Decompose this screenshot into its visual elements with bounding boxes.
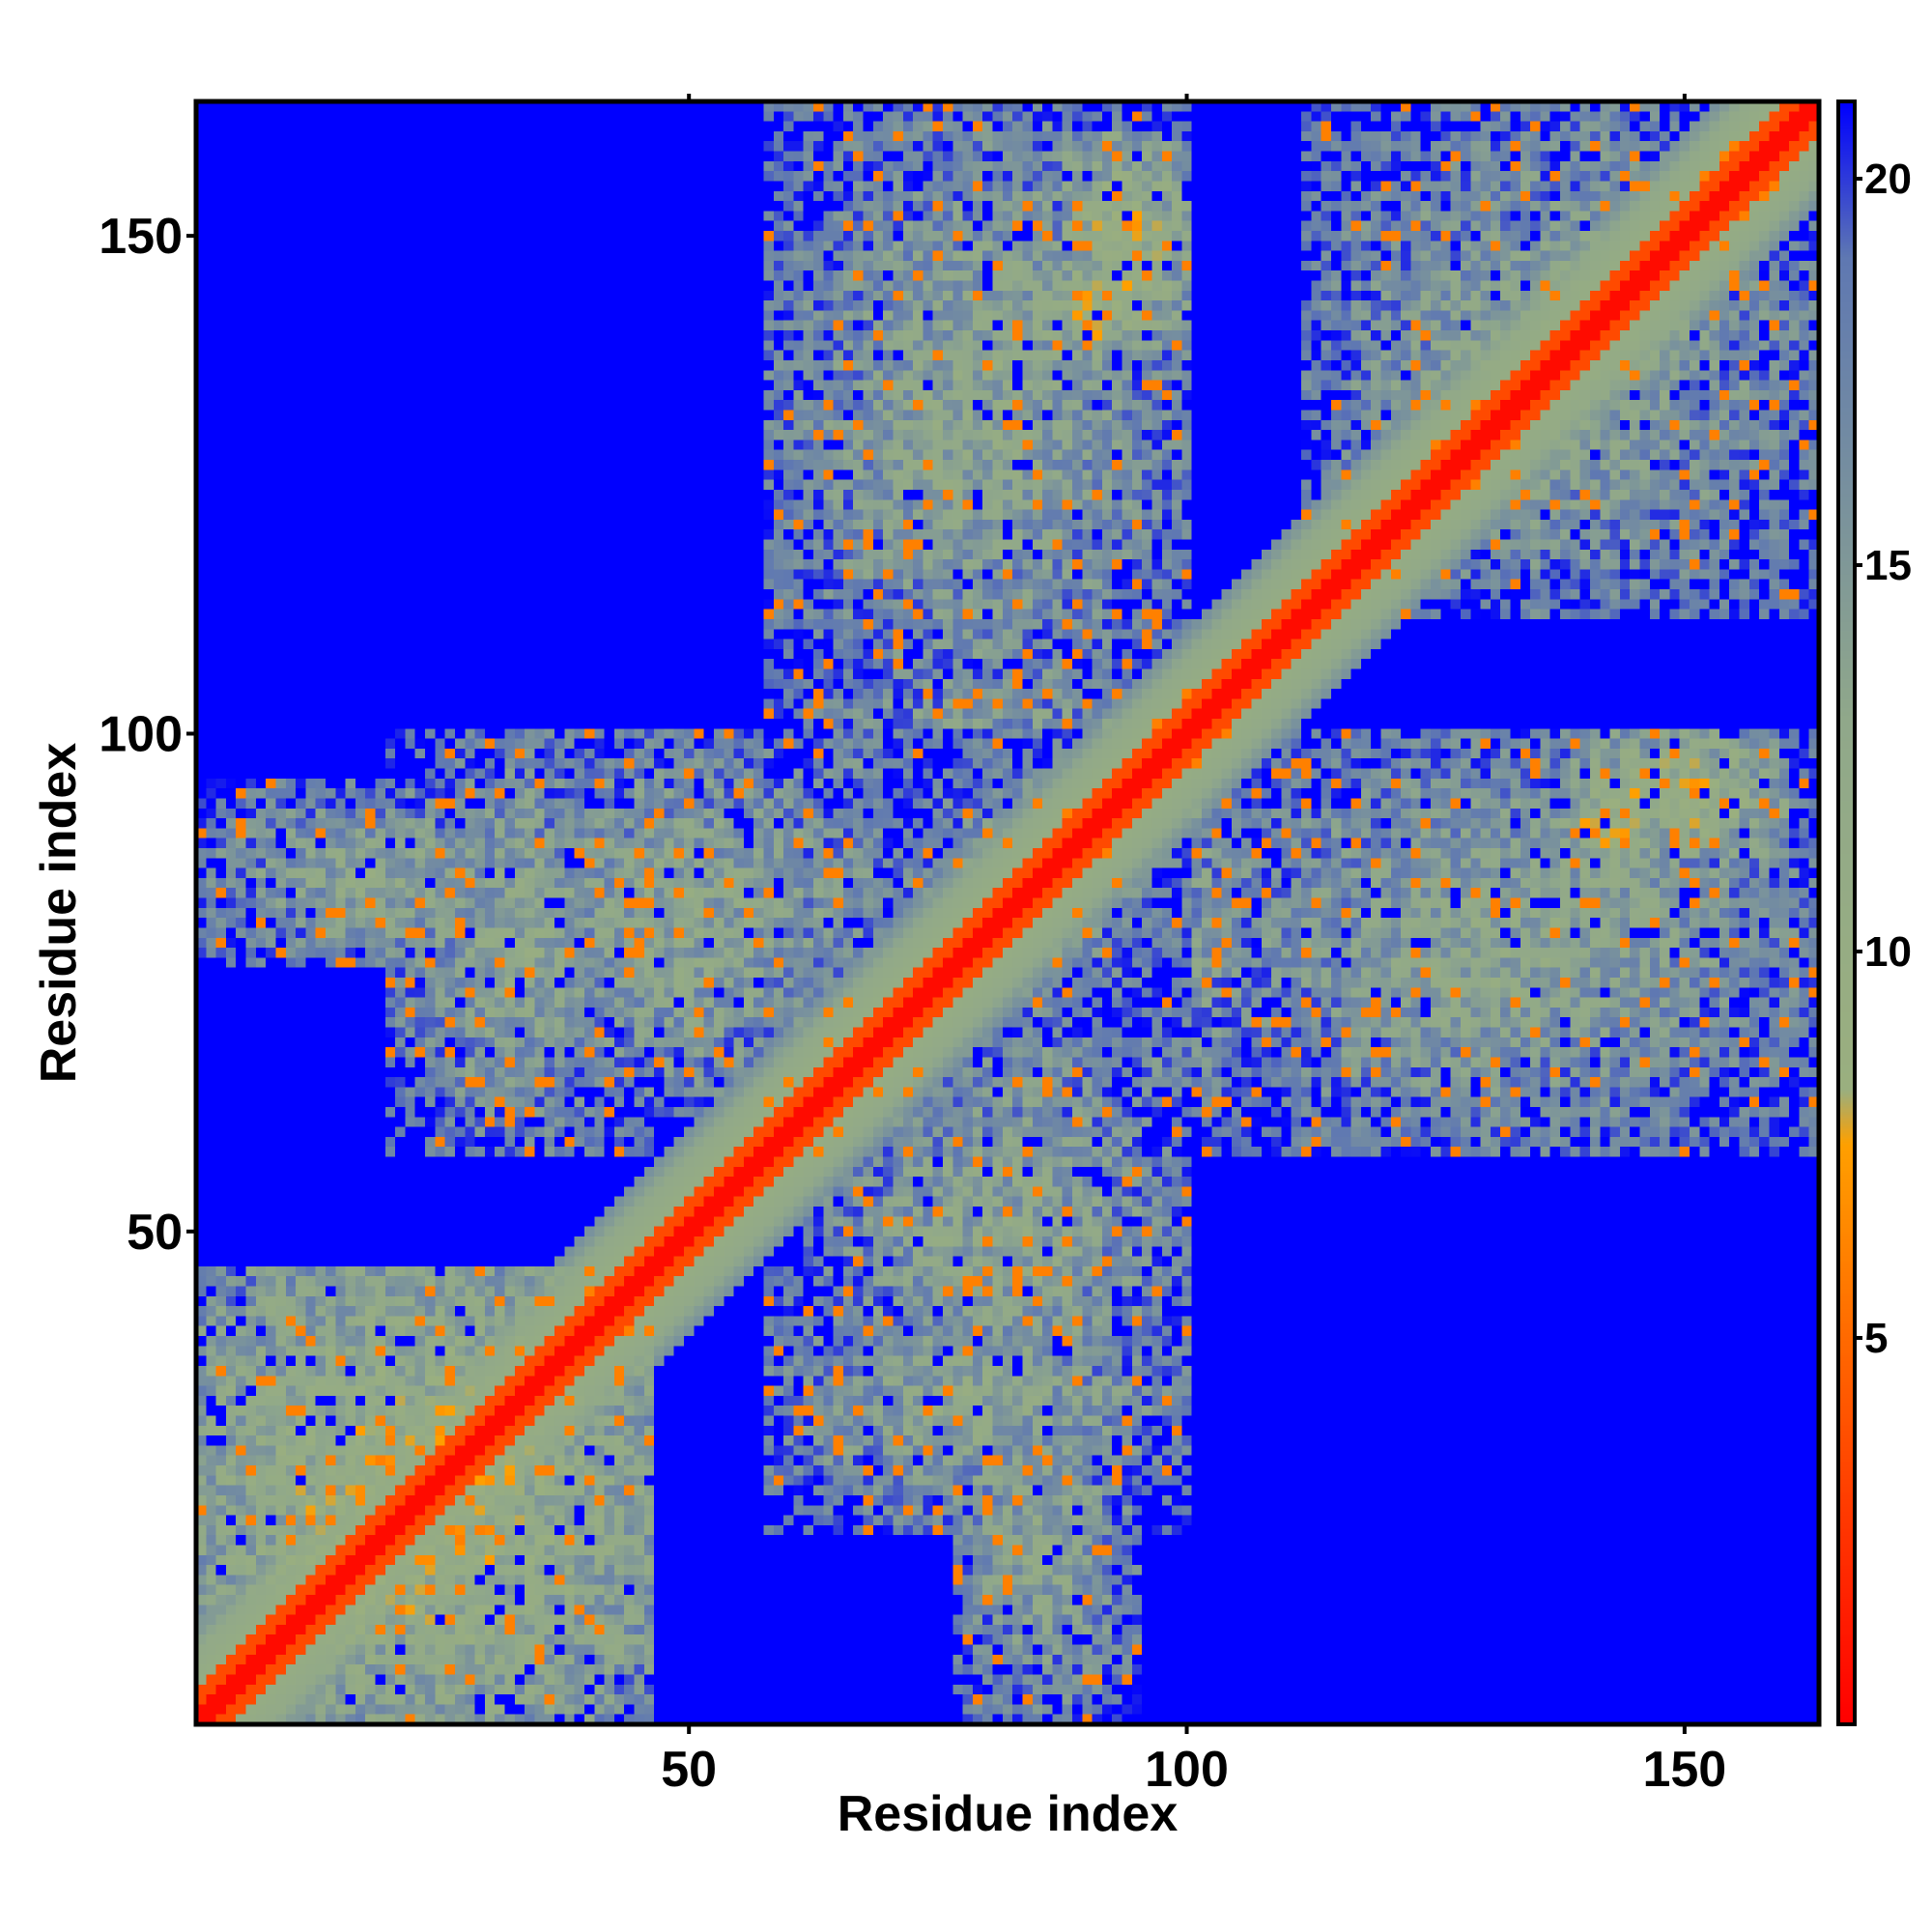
x-tick-label: 50 [661, 1742, 717, 1798]
colorbar [1838, 101, 1855, 1724]
y-axis-title: Residue index [31, 743, 87, 1084]
y-tick-label: 100 [99, 706, 183, 762]
colorbar-tick-label: 20 [1864, 156, 1912, 203]
x-tick-label: 150 [1642, 1742, 1726, 1798]
x-tick-label: 100 [1145, 1742, 1229, 1798]
colorbar-ticks: 5 10 15 20 [1855, 156, 1912, 1362]
y-tick-label: 50 [127, 1205, 183, 1261]
x-axis-ticks: 50 100 150 [661, 94, 1726, 1798]
colorbar-tick-label: 10 [1864, 928, 1912, 976]
y-tick-label: 150 [99, 209, 183, 265]
colorbar-frame [1836, 99, 1857, 1726]
plot-frame [193, 99, 1822, 1727]
y-axis-ticks: 50 100 150 [99, 209, 196, 1261]
colorbar-tick-label: 15 [1864, 542, 1912, 589]
heatmap-plot-area [196, 101, 1819, 1724]
x-axis-title: Residue index [838, 1786, 1179, 1842]
colorbar-tick-label: 5 [1864, 1315, 1888, 1362]
